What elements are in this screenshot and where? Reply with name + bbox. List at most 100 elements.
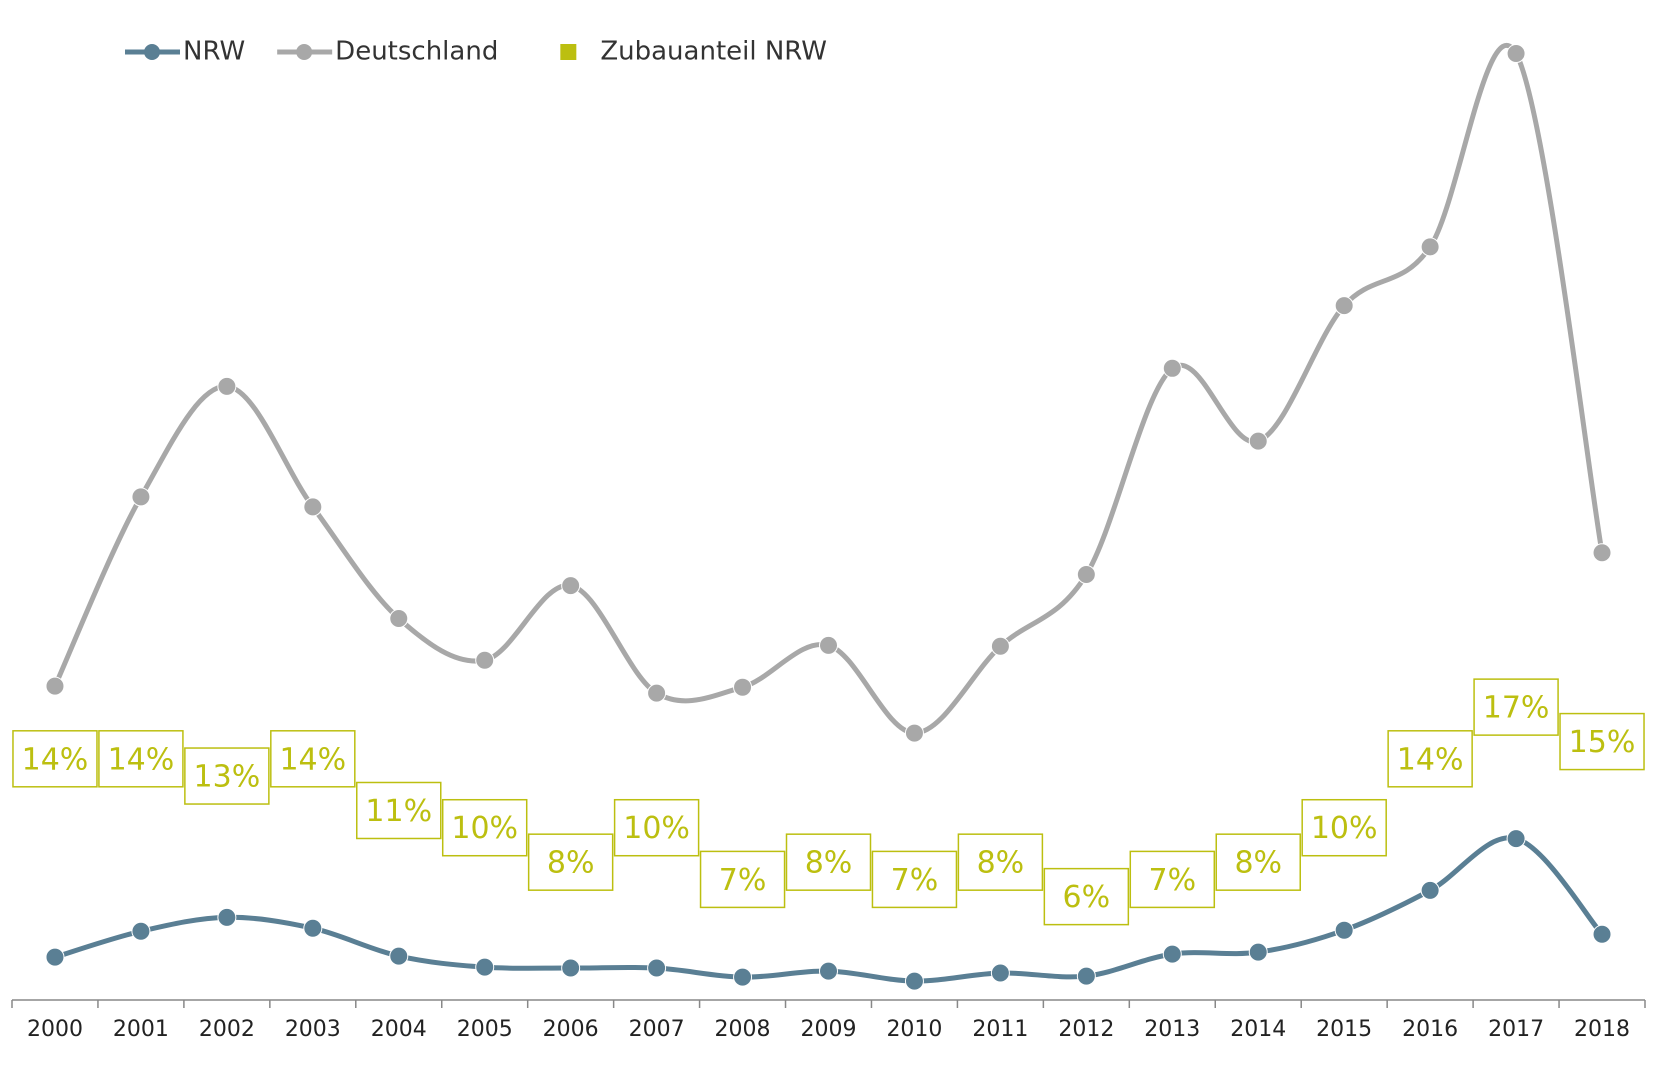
series-line [52, 42, 1605, 736]
point [1248, 431, 1268, 451]
share-label: 14% [108, 742, 175, 777]
point [45, 676, 65, 696]
x-tick-label: 2004 [371, 1017, 427, 1042]
point [1334, 296, 1354, 316]
x-tick-label: 2015 [1316, 1017, 1372, 1042]
share-label: 15% [1569, 725, 1636, 760]
share-label-box [184, 747, 270, 805]
share-label: 10% [1311, 811, 1378, 846]
share-label-box [1559, 712, 1645, 771]
point [647, 958, 667, 978]
point [819, 961, 838, 981]
share-label-box [356, 781, 442, 840]
x-tick-label: 2003 [285, 1017, 341, 1042]
point [1420, 237, 1440, 257]
point [733, 677, 753, 697]
point [475, 957, 495, 977]
x-tick-label: 2006 [543, 1017, 599, 1042]
point [1248, 942, 1268, 962]
point [475, 650, 495, 670]
share-label-box [1387, 730, 1473, 788]
share-label: 8% [547, 846, 595, 881]
point [561, 958, 581, 978]
share-label-box [1129, 850, 1216, 909]
x-tick-label: 2013 [1144, 1017, 1200, 1042]
legend-marker [144, 44, 160, 60]
share-label: 8% [977, 846, 1025, 881]
share-label-box [613, 798, 700, 857]
point [389, 946, 409, 966]
point [1506, 829, 1526, 849]
point [904, 723, 924, 743]
point [990, 963, 1010, 983]
share-label-box [699, 850, 786, 909]
x-tick-label: 2000 [27, 1017, 83, 1042]
legend-label: NRW [183, 37, 245, 67]
x-tick-label: 2002 [199, 1017, 255, 1042]
x-tick-label: 2016 [1402, 1017, 1458, 1042]
share-label-box [527, 833, 614, 891]
point [131, 487, 151, 507]
share-label: 14% [279, 742, 346, 777]
point [1506, 44, 1526, 64]
x-tick-label: 2009 [801, 1017, 857, 1042]
x-tick-label: 2014 [1230, 1017, 1286, 1042]
x-tick-label: 2018 [1574, 1017, 1630, 1042]
share-label-box [1301, 798, 1387, 857]
point [1076, 565, 1096, 585]
point [389, 608, 409, 628]
point [1076, 966, 1096, 986]
x-tick-label: 2005 [457, 1017, 513, 1042]
share-label-box [270, 730, 356, 788]
share-label-box [1043, 867, 1130, 926]
share-label-box [12, 730, 98, 788]
x-tick-label: 2011 [972, 1017, 1028, 1042]
point [217, 376, 237, 396]
x-tick-label: 2012 [1058, 1017, 1114, 1042]
point [1162, 944, 1182, 964]
point [647, 683, 667, 703]
share-label: 7% [719, 863, 767, 898]
point [1592, 924, 1612, 944]
point [1420, 880, 1440, 900]
legend-swatch [560, 44, 577, 60]
share-label: 7% [1148, 863, 1196, 898]
share-label: 8% [1234, 846, 1282, 881]
share-label-box [957, 833, 1044, 891]
point [904, 971, 924, 991]
point [303, 918, 323, 938]
x-tick-label: 2008 [715, 1017, 771, 1042]
share-label: 7% [891, 863, 939, 898]
share-label-box [1473, 678, 1559, 736]
share-label: 17% [1483, 691, 1550, 726]
share-label: 11% [365, 794, 432, 829]
share-label: 14% [22, 742, 89, 777]
share-label-box [441, 798, 528, 857]
point [303, 497, 323, 517]
share-label: 13% [194, 760, 261, 795]
legend-label: Deutschland [335, 37, 498, 67]
share-label: 14% [1397, 742, 1464, 777]
point [990, 636, 1010, 656]
x-tick-label: 2001 [113, 1017, 169, 1042]
point [561, 576, 581, 596]
legend-marker [296, 44, 313, 60]
share-label: 10% [623, 811, 690, 846]
share-label: 6% [1063, 880, 1111, 915]
share-label-box [1215, 833, 1301, 891]
share-label: 8% [805, 846, 853, 881]
point [131, 921, 151, 941]
point [217, 907, 237, 927]
x-tick-label: 2007 [629, 1017, 685, 1042]
point [1162, 358, 1182, 378]
share-label: 10% [451, 811, 518, 846]
x-tick-label: 2010 [886, 1017, 942, 1042]
point [819, 635, 838, 655]
point [733, 967, 753, 987]
point [1334, 920, 1354, 940]
x-tick-label: 2017 [1488, 1017, 1544, 1042]
point [1592, 543, 1612, 563]
share-label-box [871, 850, 958, 909]
share-label-box [785, 833, 872, 891]
